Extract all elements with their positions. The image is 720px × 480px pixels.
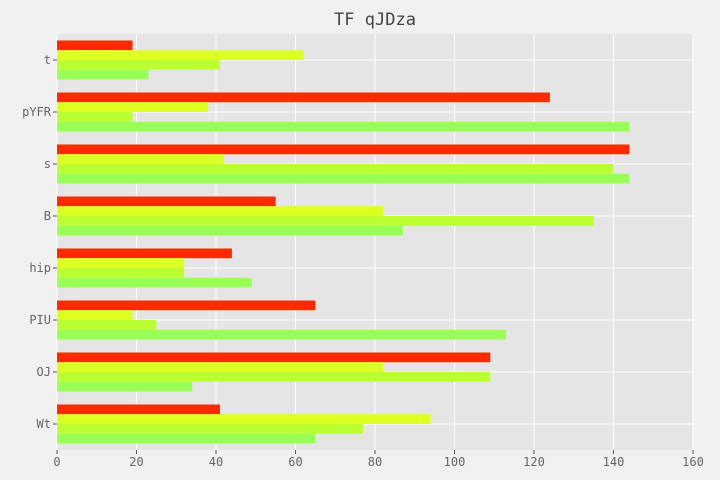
bar-PIU-series-2 xyxy=(57,310,133,320)
x-tick-label: 120 xyxy=(523,455,545,469)
bar-t-series-3 xyxy=(57,60,220,70)
bar-pYFR-series-1 xyxy=(57,92,550,103)
bar-B-series-3 xyxy=(57,216,594,226)
bar-hip-series-3 xyxy=(57,268,185,278)
y-tick-label: hip xyxy=(29,261,51,275)
bar-s-series-2 xyxy=(57,154,224,164)
bar-s-series-3 xyxy=(57,164,614,174)
x-tick-label: 140 xyxy=(603,455,625,469)
y-tick-label: pYFR xyxy=(22,105,52,119)
bar-pYFR-series-4 xyxy=(57,121,630,132)
bar-pYFR-series-3 xyxy=(57,112,133,122)
x-tick-label: 60 xyxy=(288,455,302,469)
bar-pYFR-series-2 xyxy=(57,102,209,112)
y-tick-label: PIU xyxy=(29,313,51,327)
bar-Wt-series-2 xyxy=(57,414,431,424)
bar-B-series-4 xyxy=(57,225,403,236)
y-axis-ticks: Wt OJ PIU hip Bs pYFR t xyxy=(22,53,57,431)
bar-hip-series-1 xyxy=(57,248,232,259)
y-tick-label: B xyxy=(44,209,51,223)
bar-OJ-series-3 xyxy=(57,372,491,382)
bar-s-series-4 xyxy=(57,173,630,184)
bar-t-series-2 xyxy=(57,50,304,60)
x-tick-label: 80 xyxy=(368,455,382,469)
bar-OJ-series-1 xyxy=(57,352,491,363)
chart-title: TF qJDza xyxy=(334,10,416,30)
x-tick-label: 160 xyxy=(682,455,704,469)
bar-PIU-series-1 xyxy=(57,300,316,311)
bar-B-series-2 xyxy=(57,206,383,216)
bar-t-series-4 xyxy=(57,69,149,80)
bar-PIU-series-4 xyxy=(57,329,507,340)
x-tick-label: 20 xyxy=(129,455,143,469)
bar-Wt-series-1 xyxy=(57,404,220,415)
bar-t-series-1 xyxy=(57,40,133,51)
x-axis-ticks: 0 20 40 60 80 100 120 140 160 xyxy=(53,450,704,469)
y-tick-label: OJ xyxy=(37,365,51,379)
y-tick-label: t xyxy=(44,53,51,67)
bar-PIU-series-3 xyxy=(57,320,157,330)
bar-Wt-series-3 xyxy=(57,424,364,434)
bar-OJ-series-2 xyxy=(57,362,383,372)
x-tick-label: 0 xyxy=(53,455,60,469)
y-tick-label: Wt xyxy=(37,417,51,431)
bar-hip-series-4 xyxy=(57,277,252,288)
bar-OJ-series-4 xyxy=(57,381,193,392)
y-tick-label: s xyxy=(44,157,51,171)
bar-B-series-1 xyxy=(57,196,276,207)
x-tick-label: 100 xyxy=(444,455,466,469)
x-tick-label: 40 xyxy=(209,455,223,469)
bar-s-series-1 xyxy=(57,144,630,155)
bar-Wt-series-4 xyxy=(57,433,316,444)
bars xyxy=(57,40,630,444)
bar-hip-series-2 xyxy=(57,258,185,268)
